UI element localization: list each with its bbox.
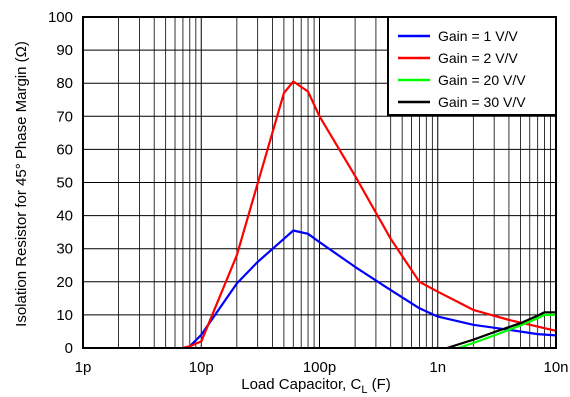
series-line-gain-1-v-v xyxy=(182,229,557,350)
y-tick-label: 40 xyxy=(56,208,73,225)
y-tick-label: 100 xyxy=(48,9,73,26)
y-tick-label: 50 xyxy=(56,175,73,192)
y-tick-label: 20 xyxy=(56,274,73,291)
legend-box xyxy=(387,16,557,116)
tick-labels: 1p 10p 100p 1n 10n 0 10 20 30 40 50 60 70 80 90 100 xyxy=(48,9,569,376)
y-tick-label: 30 xyxy=(56,241,73,258)
x-axis-label-unit: (F) xyxy=(367,376,390,393)
y-axis-label: Isolation Resistor for 45° Phase Margin … xyxy=(13,41,30,327)
data-series xyxy=(182,80,557,350)
legend-label: Gain = 2 V/V xyxy=(438,50,518,66)
x-axis-label-main: Load Capacitor, C xyxy=(241,376,361,393)
x-tick-label: 1n xyxy=(429,359,446,376)
x-tick-label: 100p xyxy=(303,359,336,376)
y-tick-label: 80 xyxy=(56,75,73,92)
y-tick-label: 60 xyxy=(56,141,73,158)
legend: Gain = 1 V/V Gain = 2 V/V Gain = 20 V/V Gai… xyxy=(387,16,557,116)
y-tick-label: 10 xyxy=(56,307,73,324)
x-tick-label: 10p xyxy=(189,359,214,376)
legend-label: Gain = 1 V/V xyxy=(438,28,518,44)
series-line-gain-2-v-v xyxy=(182,80,557,350)
y-tick-label: 0 xyxy=(65,340,73,357)
x-tick-label: 1p xyxy=(75,359,92,376)
legend-label: Gain = 30 V/V xyxy=(438,94,526,110)
legend-label: Gain = 20 V/V xyxy=(438,72,526,88)
y-tick-label: 70 xyxy=(56,108,73,125)
series-line-gain-30-v-v xyxy=(446,311,556,350)
x-tick-label: 10n xyxy=(543,359,568,376)
y-tick-label: 90 xyxy=(56,42,73,59)
series-line-gain-20-v-v xyxy=(458,313,556,350)
plot-frame xyxy=(82,16,557,349)
x-axis-label-subscript: L xyxy=(361,384,367,396)
x-axis-label: Load Capacitor, CL (F) xyxy=(241,376,391,396)
